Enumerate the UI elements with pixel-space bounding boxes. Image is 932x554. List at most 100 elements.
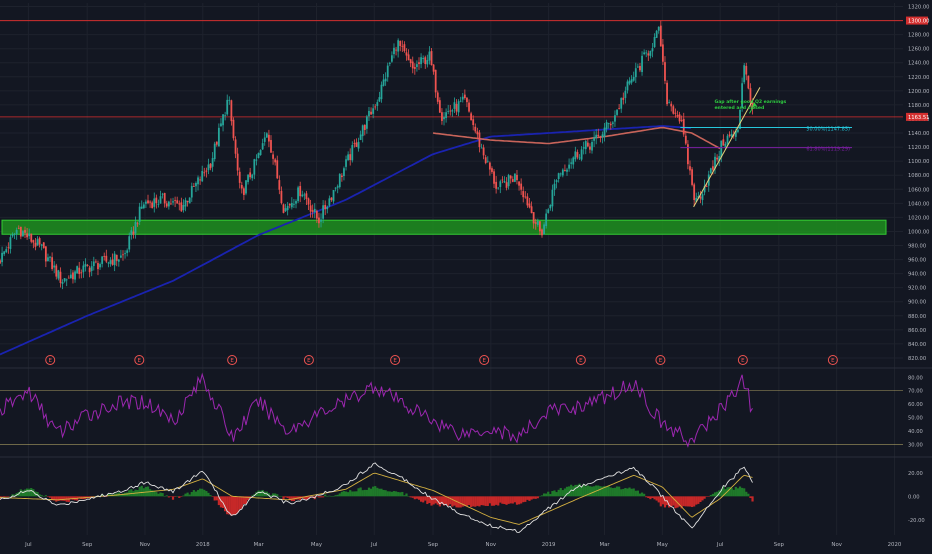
candle-down — [307, 198, 310, 205]
candle-down — [470, 113, 473, 121]
candle-down — [186, 200, 189, 203]
macd-hist-neg — [751, 496, 754, 502]
price-axis-label: 840.00 — [908, 342, 926, 348]
macd-hist-pos — [401, 491, 404, 497]
time-axis-label: 2019 — [542, 542, 556, 548]
macd-hist-pos — [44, 495, 47, 497]
macd-hist-neg — [499, 496, 502, 503]
candle-up — [286, 205, 289, 211]
price-axis-label: 1120.00 — [908, 145, 929, 151]
price-axis-label: 1080.00 — [908, 173, 929, 179]
macd-hist-neg — [246, 496, 250, 501]
candle-down — [666, 82, 668, 105]
candle-up — [461, 96, 464, 100]
macd-hist-pos — [622, 488, 625, 497]
candle-down — [441, 112, 443, 121]
candle-up — [507, 174, 510, 187]
candle-up — [188, 197, 191, 204]
candle-down — [672, 106, 675, 114]
earnings-marker — [655, 355, 666, 365]
candle-up — [595, 134, 598, 139]
candle-up — [36, 239, 39, 246]
rsi-axis-label: 70.00 — [908, 389, 923, 395]
candle-down — [659, 25, 662, 47]
candle-down — [680, 120, 683, 121]
candle-down — [274, 159, 277, 163]
macd-hist-pos — [574, 484, 577, 497]
candle-down — [409, 59, 412, 64]
candle-down — [516, 174, 518, 181]
macd-hist-pos — [140, 485, 143, 497]
candle-down — [88, 267, 91, 273]
time-axis-label: Nov — [831, 542, 842, 548]
macd-hist-neg — [249, 496, 252, 498]
candle-up — [49, 256, 51, 258]
macd-hist-neg — [224, 496, 227, 512]
candle-up — [386, 65, 389, 78]
earnings-marker-label: E — [482, 358, 486, 364]
macd-hist-pos — [32, 489, 35, 497]
candle-up — [9, 237, 12, 249]
candle-down — [424, 57, 427, 65]
candle-down — [205, 170, 208, 172]
price-axis-label: 900.00 — [908, 300, 926, 306]
candle-down — [282, 204, 285, 213]
candle-up — [743, 65, 746, 83]
macd-hist-pos — [394, 491, 398, 497]
macd-hist-neg — [230, 496, 233, 516]
candle-down — [236, 153, 239, 171]
candle-down — [509, 175, 512, 179]
annotation-arrowhead — [752, 102, 758, 107]
candle-up — [378, 97, 381, 102]
candle-up — [741, 83, 744, 109]
candle-down — [528, 203, 531, 208]
macd-axis-label: 0.00 — [908, 494, 920, 500]
candle-up — [345, 159, 347, 167]
macd-hist-neg — [5, 496, 8, 497]
macd-hist-pos — [624, 488, 627, 497]
candle-up — [636, 66, 639, 68]
macd-hist-pos — [599, 486, 602, 497]
candle-up — [572, 157, 575, 165]
candle-up — [428, 51, 431, 61]
candle-up — [290, 203, 293, 208]
earnings-marker — [575, 355, 586, 365]
candle-up — [616, 109, 618, 115]
macd-hist-pos — [542, 493, 546, 497]
macd-hist-neg — [497, 496, 500, 506]
candle-down — [132, 231, 135, 235]
candle-down — [712, 166, 714, 170]
candle-down — [501, 179, 504, 181]
candle-down — [203, 172, 206, 174]
candle-up — [653, 37, 656, 48]
candle-up — [553, 183, 556, 190]
macd-hist-pos — [338, 493, 341, 497]
candle-down — [176, 200, 179, 204]
candle-up — [368, 110, 370, 117]
macd-hist-neg — [219, 496, 223, 508]
candle-up — [668, 102, 671, 104]
macd-hist-neg — [46, 496, 50, 497]
macd-hist-neg — [232, 496, 235, 515]
candle-down — [541, 229, 543, 236]
candle-up — [543, 224, 545, 235]
earnings-marker-label: E — [659, 358, 663, 364]
candle-up — [28, 233, 31, 237]
candle-up — [84, 263, 87, 267]
zones — [0, 20, 903, 235]
macd-hist-neg — [530, 496, 533, 500]
candle-down — [26, 233, 28, 238]
candle-up — [365, 116, 368, 129]
candle-down — [238, 171, 241, 183]
earnings-marker — [303, 355, 314, 365]
macd-hist-neg — [459, 496, 462, 508]
earnings-marker — [827, 355, 838, 365]
candle-down — [149, 201, 151, 203]
candle-up — [570, 162, 573, 164]
resistance-price-tag-label: 1300.00 — [908, 19, 929, 25]
candle-up — [426, 60, 429, 65]
macd-hist-pos — [736, 488, 740, 497]
macd-hist-pos — [728, 486, 731, 497]
macd-axis-label: -20.00 — [908, 518, 925, 524]
candle-down — [51, 257, 54, 270]
